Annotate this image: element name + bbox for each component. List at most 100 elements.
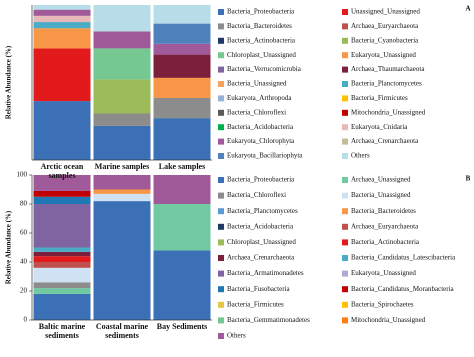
legend-label: Bacteria_Proteobacteria [227,8,295,16]
legend-swatch [218,301,224,308]
legend-swatch [342,301,348,308]
legend-swatch [218,124,224,131]
bar-segment [33,48,91,102]
legend-label: Chloroplast_Unassigned [227,51,296,59]
legend-swatch [342,124,348,131]
bar-segment [93,189,151,194]
legend-label: Bacteria_Planctomycetes [351,80,422,88]
bar-segment [33,5,91,10]
legend-swatch [218,138,224,145]
legend-label: Archaea_Euryarchaeota [351,22,419,30]
bar-segment [153,5,211,24]
bar-segment [33,247,91,252]
legend-label: Bacteria_Chloroflexi [227,108,286,116]
legend-swatch [342,66,348,73]
bar-segment [33,15,91,23]
legend-label: Eukaryota_Cnidaria [351,123,408,131]
legend-swatch [218,255,224,261]
legend-label: Mitochondria_Unassigned [351,316,426,324]
legend-label: Archaea_Crenarchaeota [227,254,295,262]
legend-swatch [342,37,348,44]
legend-swatch [218,208,224,215]
legend-swatch [218,192,224,199]
legend-swatch [218,52,224,59]
bar-segment [33,28,91,49]
legend-swatch [342,23,348,30]
legend-swatch [218,286,224,293]
legend-swatch [342,95,348,102]
legend-label: Chloroplast_Unassigned [227,238,296,246]
x-tick-label: Bay Sediments [156,322,208,331]
bar-segment [33,175,91,191]
y-tick-label: 0 [24,316,28,324]
legend-swatch [342,208,348,215]
legend-label: Archaea_Thaumarchaeota [351,65,425,73]
bar-segment [153,54,211,78]
legend-label: Bacteria_Spirochaetes [351,300,414,308]
bar-segment [153,118,211,160]
legend-label: Archaea_Crenarchaeota [351,137,419,145]
legend-label: Bacteria_Acidobacteria [227,222,294,230]
legend-label: Bacteria_Gemmatimonadetes [227,316,310,324]
bar-segment [33,190,91,197]
legend-swatch [218,317,224,324]
bar-segment [153,43,211,55]
bar-segment [33,288,91,294]
legend-swatch [218,37,224,44]
legend-swatch [218,95,224,102]
legend-label: Bacteria_Proteobacteria [227,176,295,184]
legend-swatch [218,23,224,30]
legend-label: Bacteria_Candidatus_Latescibacteria [351,254,456,262]
legend-swatch [342,270,348,277]
panel-label: A [465,5,470,13]
bar-segment [33,256,91,262]
bar-segment [153,175,211,204]
legend-label: Bacteria_Cyanobacteria [351,36,419,44]
y-tick-label: 100 [17,171,28,179]
legend-swatch [342,81,348,87]
bar-segment [33,293,91,320]
legend-label: Unassigned_Unassigned [351,8,420,16]
legend-label: Bacteria_Unassigned [351,191,411,199]
bar-segment [93,193,151,202]
legend-swatch [218,9,224,15]
legend-swatch [342,239,348,246]
legend-label: Others [227,332,246,340]
legend-label: Bacteria_Planctomycetes [227,207,298,215]
legend-label: Archaea_Euryarchaeota [351,222,419,230]
legend-swatch [218,270,224,277]
legend-swatch [342,255,348,261]
legend-swatch [218,153,224,159]
legend-swatch [342,153,348,159]
legend-label: Eukaryota_Unassigned [351,269,416,277]
legend-label: Bacteria_Armatimonadetes [227,269,304,277]
legend-swatch [342,138,348,145]
legend-swatch [218,109,224,116]
x-tick-label: Baltic marine sediments [38,322,86,340]
bar-segment [93,48,151,80]
bar-segment [33,251,91,257]
y-tick-label: 20 [20,287,28,295]
x-tick-label: Lake samples [158,162,206,171]
y-axis-label: Relative Abundance (%) [5,45,13,119]
legend-label: Bacteria_Bacteroidetes [227,22,292,30]
bar-segment [153,204,211,251]
y-tick-label: 80 [20,200,28,208]
legend-label: Eukaryota_Unassigned [351,51,416,59]
bar-segment [93,175,151,190]
bar-segment [33,262,91,268]
bar-segment [33,204,91,248]
legend-label: Mitochondria_Unassigned [351,108,426,116]
bar-segment [93,31,151,49]
legend-label: Bacteria_Firmicutes [227,300,284,308]
legend-label: Bacteria_Firmicutes [351,94,408,102]
bar-segment [33,9,91,16]
legend-label: Bacteria_Actinobacteria [351,238,420,246]
legend-swatch [218,66,224,73]
legend-label: Eukaryota_Bacillariophyta [227,152,303,160]
bar-segment [93,113,151,126]
legend-swatch [218,223,224,230]
legend-label: Bacteria_Fusobacteria [227,285,290,293]
legend-swatch [218,239,224,246]
x-tick-label: Marine samples [94,162,150,171]
